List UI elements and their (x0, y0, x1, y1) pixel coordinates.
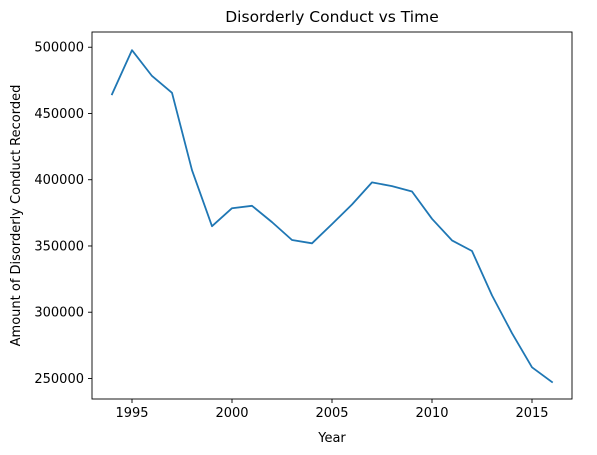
x-axis: 1995 2000 2005 2010 2015 (115, 399, 549, 421)
chart-title: Disorderly Conduct vs Time (225, 8, 438, 26)
plot-area (110, 49, 554, 384)
y-tick-label: 400000 (34, 173, 84, 188)
x-tick-label: 2010 (415, 406, 448, 421)
series-line (110, 49, 554, 384)
y-tick-label: 500000 (34, 41, 84, 56)
x-tick-label: 2000 (215, 406, 248, 421)
x-axis-label: Year (317, 431, 346, 446)
y-tick-label: 300000 (34, 306, 84, 321)
x-tick-label: 2005 (315, 406, 348, 421)
y-tick-label: 450000 (34, 107, 84, 122)
plot-frame (91, 31, 573, 400)
y-axis: 250000 300000 350000 400000 450000 500000 (34, 41, 92, 387)
y-tick-label: 250000 (34, 372, 84, 387)
x-tick-label: 2015 (515, 406, 548, 421)
y-axis-label: Amount of Disorderly Conduct Recorded (9, 85, 24, 347)
x-tick-label: 1995 (115, 406, 148, 421)
y-tick-label: 350000 (34, 239, 84, 254)
